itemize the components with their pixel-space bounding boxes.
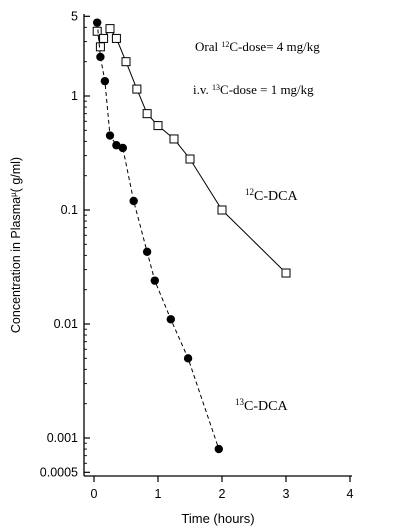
data-point-13c	[112, 141, 121, 150]
y-tick-label: 0.001	[47, 431, 78, 445]
data-point-13c	[118, 143, 128, 153]
data-point-12c	[92, 26, 102, 36]
data-point-12c	[169, 134, 179, 144]
y-tick-label: 0.0005	[40, 465, 78, 479]
y-axis-label-mu: µ	[9, 192, 18, 197]
data-point-13c	[183, 354, 193, 363]
x-tick-label: 1	[155, 487, 162, 501]
data-point-12c	[111, 33, 121, 43]
y-tick-label: 5	[71, 9, 78, 23]
series-label-13c: 13C-DCA	[235, 397, 288, 414]
data-point-12c	[281, 268, 291, 278]
y-axis-label-unit: ( g/ml)	[9, 157, 23, 192]
y-axis-label: Concentration in Plasmaµ( g/ml)	[9, 157, 24, 333]
x-tick-label: 4	[347, 487, 354, 501]
data-point-12c	[99, 33, 109, 43]
data-point-13c	[214, 444, 223, 454]
svg-text:Concentration in Plasmaµ( g/m: Concentration in Plasmaµ( g/ml)	[9, 157, 24, 333]
y-axis-label-text: Concentration in Plasma	[9, 197, 23, 333]
data-point-13c	[142, 247, 152, 256]
data-point-12c	[105, 24, 115, 34]
data-point-13c	[166, 315, 175, 324]
axes	[83, 14, 352, 477]
x-tick-label: 3	[283, 487, 290, 501]
data-point-12c	[132, 84, 142, 94]
data-point-12c	[153, 121, 163, 131]
data-point-13c	[150, 276, 159, 285]
data-point-13c	[129, 196, 138, 206]
series-layer	[92, 18, 291, 454]
data-point-13c	[93, 18, 102, 27]
y-tick-label: 1	[71, 89, 78, 103]
series-label-12c: 12C-DCA	[245, 187, 298, 204]
data-point-12c	[217, 205, 227, 215]
x-tick-label: 0	[91, 487, 98, 501]
data-point-13c	[105, 131, 115, 140]
y-tick-label: 0.01	[54, 317, 78, 331]
x-axis-label: Time (hours)	[181, 511, 254, 526]
data-point-12c	[185, 154, 195, 164]
x-ticks: 0 1 2 3 4	[91, 476, 354, 501]
y-tick-label: 0.1	[61, 203, 78, 217]
iv-dose-annotation: i.v. 13C-dose = 1 mg/kg	[193, 82, 314, 97]
data-point-12c	[142, 109, 152, 119]
oral-dose-annotation: Oral 12C-dose= 4 mg/kg	[195, 39, 320, 54]
data-point-12c	[121, 57, 131, 67]
data-point-13c	[100, 76, 110, 86]
data-point-12c	[95, 42, 105, 52]
y-ticks: 0.0005 0.001 0.01 0.1 1 5	[40, 9, 90, 479]
x-tick-label: 2	[219, 487, 226, 501]
series-line-13c	[96, 22, 220, 450]
data-point-13c	[96, 52, 105, 62]
